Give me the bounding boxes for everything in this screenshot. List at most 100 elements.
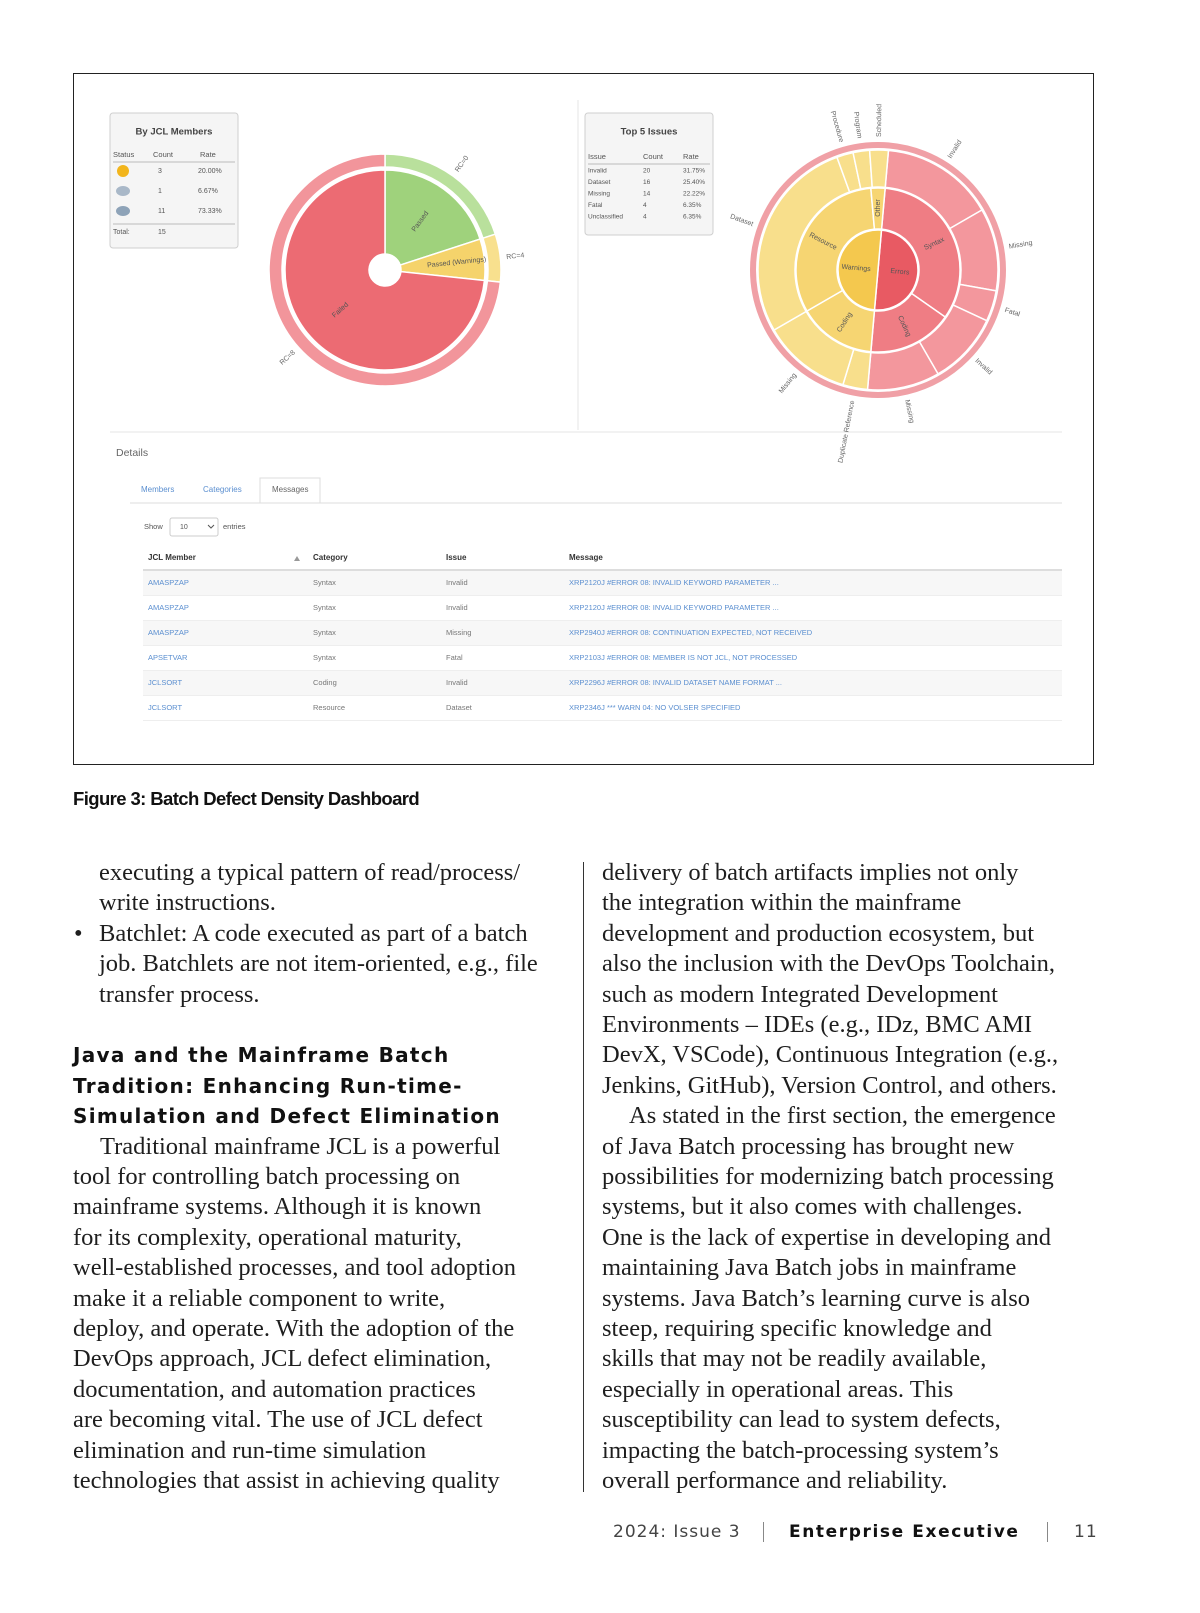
- column-header: JCL Member: [148, 553, 196, 562]
- pie-slice: [384, 169, 482, 267]
- section-heading: Simulation and Defect Elimination: [73, 1104, 501, 1129]
- magazine-name: Enterprise Executive: [789, 1522, 1020, 1542]
- column-header: Message: [569, 553, 603, 562]
- member-link[interactable]: AMASPZAP: [148, 603, 189, 612]
- message-link[interactable]: XRP2940J #ERROR 08: CONTINUATION EXPECTE…: [569, 628, 813, 637]
- body-text: technologies that assist in achieving qu…: [73, 1467, 500, 1494]
- member-link[interactable]: APSETVAR: [148, 653, 188, 662]
- sunburst-segment: [837, 229, 883, 311]
- body-text: such as modern Integrated Development: [602, 980, 998, 1008]
- cell: 6.67%: [198, 188, 218, 195]
- sunburst-rim: [750, 142, 1006, 398]
- footer-separator: [1047, 1522, 1048, 1542]
- dashboard: By JCL Members Status Count Rate 3 20.00% 1 6.6…: [109, 100, 1062, 721]
- tab[interactable]: Messages: [272, 485, 308, 494]
- cell: 6.35%: [683, 214, 702, 221]
- body-text: Jenkins, GitHub), Version Control, and o…: [602, 1071, 1057, 1099]
- member-link[interactable]: JCLSORT: [148, 678, 182, 687]
- cell: 3: [158, 168, 162, 175]
- segment-label: Program: [852, 111, 863, 139]
- cell: Syntax: [313, 653, 336, 662]
- cell: Syntax: [313, 578, 336, 587]
- section-title: Details: [116, 447, 148, 459]
- member-link[interactable]: JCLSORT: [148, 703, 182, 712]
- segment-label: Warnings: [841, 264, 871, 274]
- list-text: write instructions.: [99, 889, 276, 917]
- message-link[interactable]: XRP2296J #ERROR 08: INVALID DATASET NAME…: [569, 678, 782, 687]
- column-header: Issue: [446, 553, 467, 562]
- sunburst-segment: [795, 187, 876, 313]
- issue-label: 2024: Issue 3: [613, 1522, 741, 1542]
- segment-label: Invalid: [947, 139, 964, 160]
- cell: Invalid: [446, 678, 468, 687]
- body-text: elimination and run-time simulation: [73, 1436, 427, 1464]
- status-icon: [117, 165, 129, 177]
- body-text: possibilities for modernizing batch proc…: [602, 1163, 1054, 1190]
- select-value[interactable]: 10: [180, 524, 188, 531]
- cell: 4: [643, 214, 647, 221]
- active-tab[interactable]: [259, 477, 321, 504]
- cell: Missing: [446, 628, 471, 637]
- body-text: systems, but it also comes with challeng…: [602, 1193, 1023, 1221]
- member-link[interactable]: AMASPZAP: [148, 628, 189, 637]
- body-text: documentation, and automation practices: [73, 1375, 476, 1403]
- body-text: mainframe systems. Although it is known: [73, 1193, 482, 1221]
- status-icon: [116, 186, 130, 196]
- pie-slice: [284, 169, 486, 371]
- list-text: job. Batchlets are not item-oriented, e.…: [99, 950, 538, 978]
- label: entries: [223, 522, 246, 531]
- message-link[interactable]: XRP2346J *** WARN 04: NO VOLSER SPECIFIE…: [569, 703, 741, 712]
- sort-icon[interactable]: [294, 556, 300, 561]
- message-link[interactable]: XRP2103J #ERROR 08: MEMBER IS NOT JCL, N…: [569, 653, 798, 662]
- cell: 20: [643, 168, 651, 175]
- cell: Missing: [588, 191, 610, 198]
- column-header: Issue: [588, 152, 606, 161]
- ring-label: RC=4: [506, 252, 525, 261]
- body-text: maintaining Java Batch jobs in mainframe: [602, 1254, 1017, 1282]
- cell: 6.35%: [683, 202, 702, 209]
- list-text: Batchlet: A code executed as part of a b…: [99, 919, 528, 947]
- segment-label: Other: [875, 199, 882, 217]
- segment-label: Missing: [903, 399, 915, 424]
- segment-label: Missing: [778, 372, 798, 395]
- sunburst-segment: [880, 187, 961, 319]
- figure-frame: [73, 73, 1094, 765]
- body-text: the integration within the mainframe: [602, 889, 962, 917]
- cell: Invalid: [588, 168, 607, 175]
- body-text: One is the lack of expertise in developi…: [602, 1223, 1052, 1251]
- message-link[interactable]: XRP2120J #ERROR 08: INVALID KEYWORD PARA…: [569, 603, 779, 612]
- segment-label: Scheduled: [876, 104, 883, 137]
- ring-label: RC=0: [454, 155, 470, 174]
- cell: 20.00%: [198, 168, 222, 175]
- cell: Invalid: [446, 603, 468, 612]
- segment-label: Missing: [1008, 240, 1033, 251]
- cell: Dataset: [446, 703, 473, 712]
- body-text: Environments – IDEs (e.g., IDz, BMC AMI: [602, 1011, 1033, 1038]
- body-text: deploy, and operate. With the adoption o…: [73, 1315, 515, 1342]
- body-text: also the inclusion with the DevOps Toolc…: [602, 950, 1056, 978]
- message-link[interactable]: XRP2120J #ERROR 08: INVALID KEYWORD PARA…: [569, 578, 779, 587]
- tab[interactable]: Members: [141, 485, 174, 494]
- body-text: susceptibility can lead to system defect…: [602, 1406, 1001, 1434]
- cell: Invalid: [446, 578, 468, 587]
- column-header: Count: [153, 150, 174, 159]
- panel-title: Top 5 Issues: [621, 127, 678, 138]
- pie-ring: [268, 153, 502, 387]
- body-text: DevOps approach, JCL defect elimination,: [73, 1345, 492, 1373]
- body-text: steep, requiring specific knowledge and: [602, 1315, 992, 1342]
- member-link[interactable]: AMASPZAP: [148, 578, 189, 587]
- section-heading: Java and the Mainframe Batch: [73, 1043, 450, 1068]
- cell: Dataset: [588, 179, 611, 186]
- body-text: impacting the batch-processing system’s: [602, 1436, 999, 1464]
- column-header: Status: [113, 150, 135, 159]
- issues-panel: [584, 112, 714, 236]
- cell: 1: [158, 188, 162, 195]
- label: Show: [144, 522, 163, 531]
- body-text: for its complexity, operational maturity…: [73, 1223, 462, 1251]
- column-header: Category: [313, 553, 348, 562]
- list-text: transfer process.: [99, 980, 260, 1008]
- tab[interactable]: Categories: [203, 485, 242, 494]
- row-stripe: [143, 671, 1062, 696]
- page-size-select[interactable]: [169, 517, 219, 537]
